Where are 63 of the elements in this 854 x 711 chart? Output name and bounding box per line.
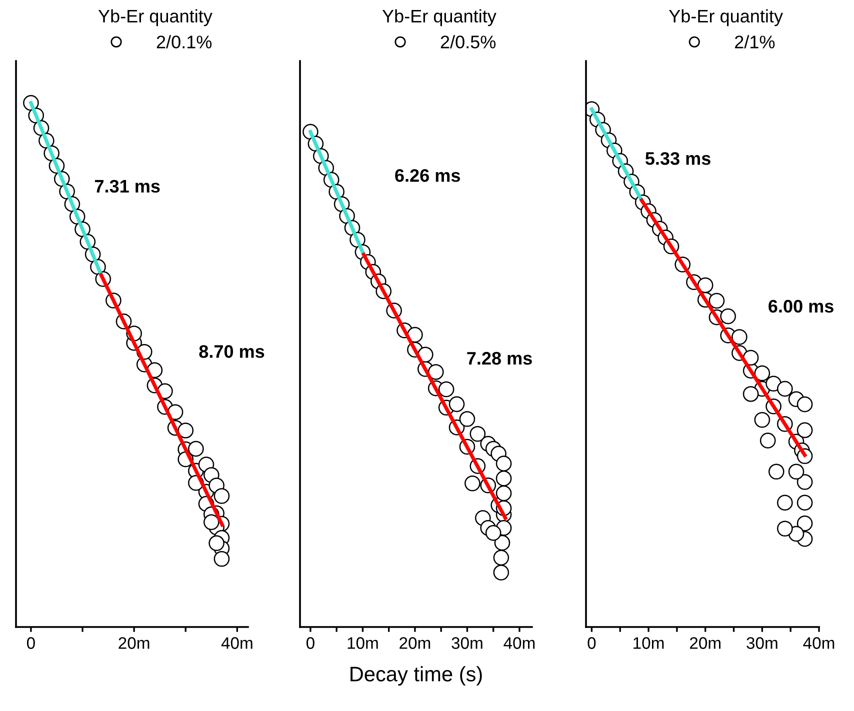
point (448, 396, 465, 412)
annotation: 7.31 ms (95, 180, 160, 193)
point (496, 470, 512, 486)
x-tick-label: 40m (803, 637, 834, 649)
point (754, 365, 770, 382)
point (494, 534, 510, 551)
point (788, 464, 804, 480)
point (203, 514, 220, 530)
point (776, 520, 793, 537)
legend-title: Yb-Er quantity (98, 9, 212, 26)
point (214, 488, 230, 504)
x-tick-label: 10m (348, 637, 378, 649)
point (796, 494, 813, 511)
legend-label: 2/1% (735, 35, 775, 48)
x-tick-label: 20m (400, 637, 430, 649)
point (760, 432, 776, 448)
annotation: 6.26 ms (395, 169, 460, 182)
point (796, 422, 813, 438)
point (796, 396, 813, 412)
point (732, 329, 748, 345)
x-tick-label: 0 (588, 637, 596, 649)
point (214, 550, 230, 567)
point (464, 475, 480, 492)
point (493, 564, 510, 580)
x-tick-label: 30m (452, 637, 482, 649)
point (470, 426, 486, 442)
legend-title: Yb-Er quantity (668, 9, 783, 26)
x-tick-label: 40m (221, 637, 252, 649)
point (438, 381, 454, 398)
legend-label: 2/0.1% (156, 35, 212, 48)
point (720, 308, 736, 324)
annotation: 7.28 ms (467, 352, 532, 365)
annotation: 5.33 ms (645, 152, 710, 165)
point (708, 292, 725, 309)
point (428, 364, 444, 380)
point (485, 525, 502, 541)
x-tick-label: 40m (504, 637, 535, 649)
point (208, 535, 224, 552)
point (776, 494, 793, 511)
point (768, 464, 784, 480)
point (188, 440, 204, 457)
point (496, 456, 512, 472)
point (776, 380, 793, 397)
point (493, 550, 510, 566)
point (796, 474, 813, 490)
x-tick-label: 20m (118, 637, 150, 649)
point (459, 411, 476, 427)
annotation: 8.70 ms (199, 345, 264, 358)
point (742, 386, 759, 402)
legend-label: 2/0.5% (440, 35, 496, 48)
x-tick-label: 0 (26, 637, 35, 649)
x-tick-label: 10m (634, 637, 664, 649)
point (178, 422, 194, 438)
annotation: 6.00 ms (768, 300, 834, 313)
point (796, 516, 813, 532)
point (754, 412, 770, 428)
x-tick-label: 30m (746, 637, 778, 649)
x-tick-label: 0 (306, 637, 314, 649)
point (697, 277, 714, 294)
x-axis-title: Decay time (s) (350, 666, 482, 686)
point (496, 485, 512, 502)
x-tick-label: 20m (690, 637, 720, 649)
legend-title: Yb-Er quantity (382, 9, 496, 26)
